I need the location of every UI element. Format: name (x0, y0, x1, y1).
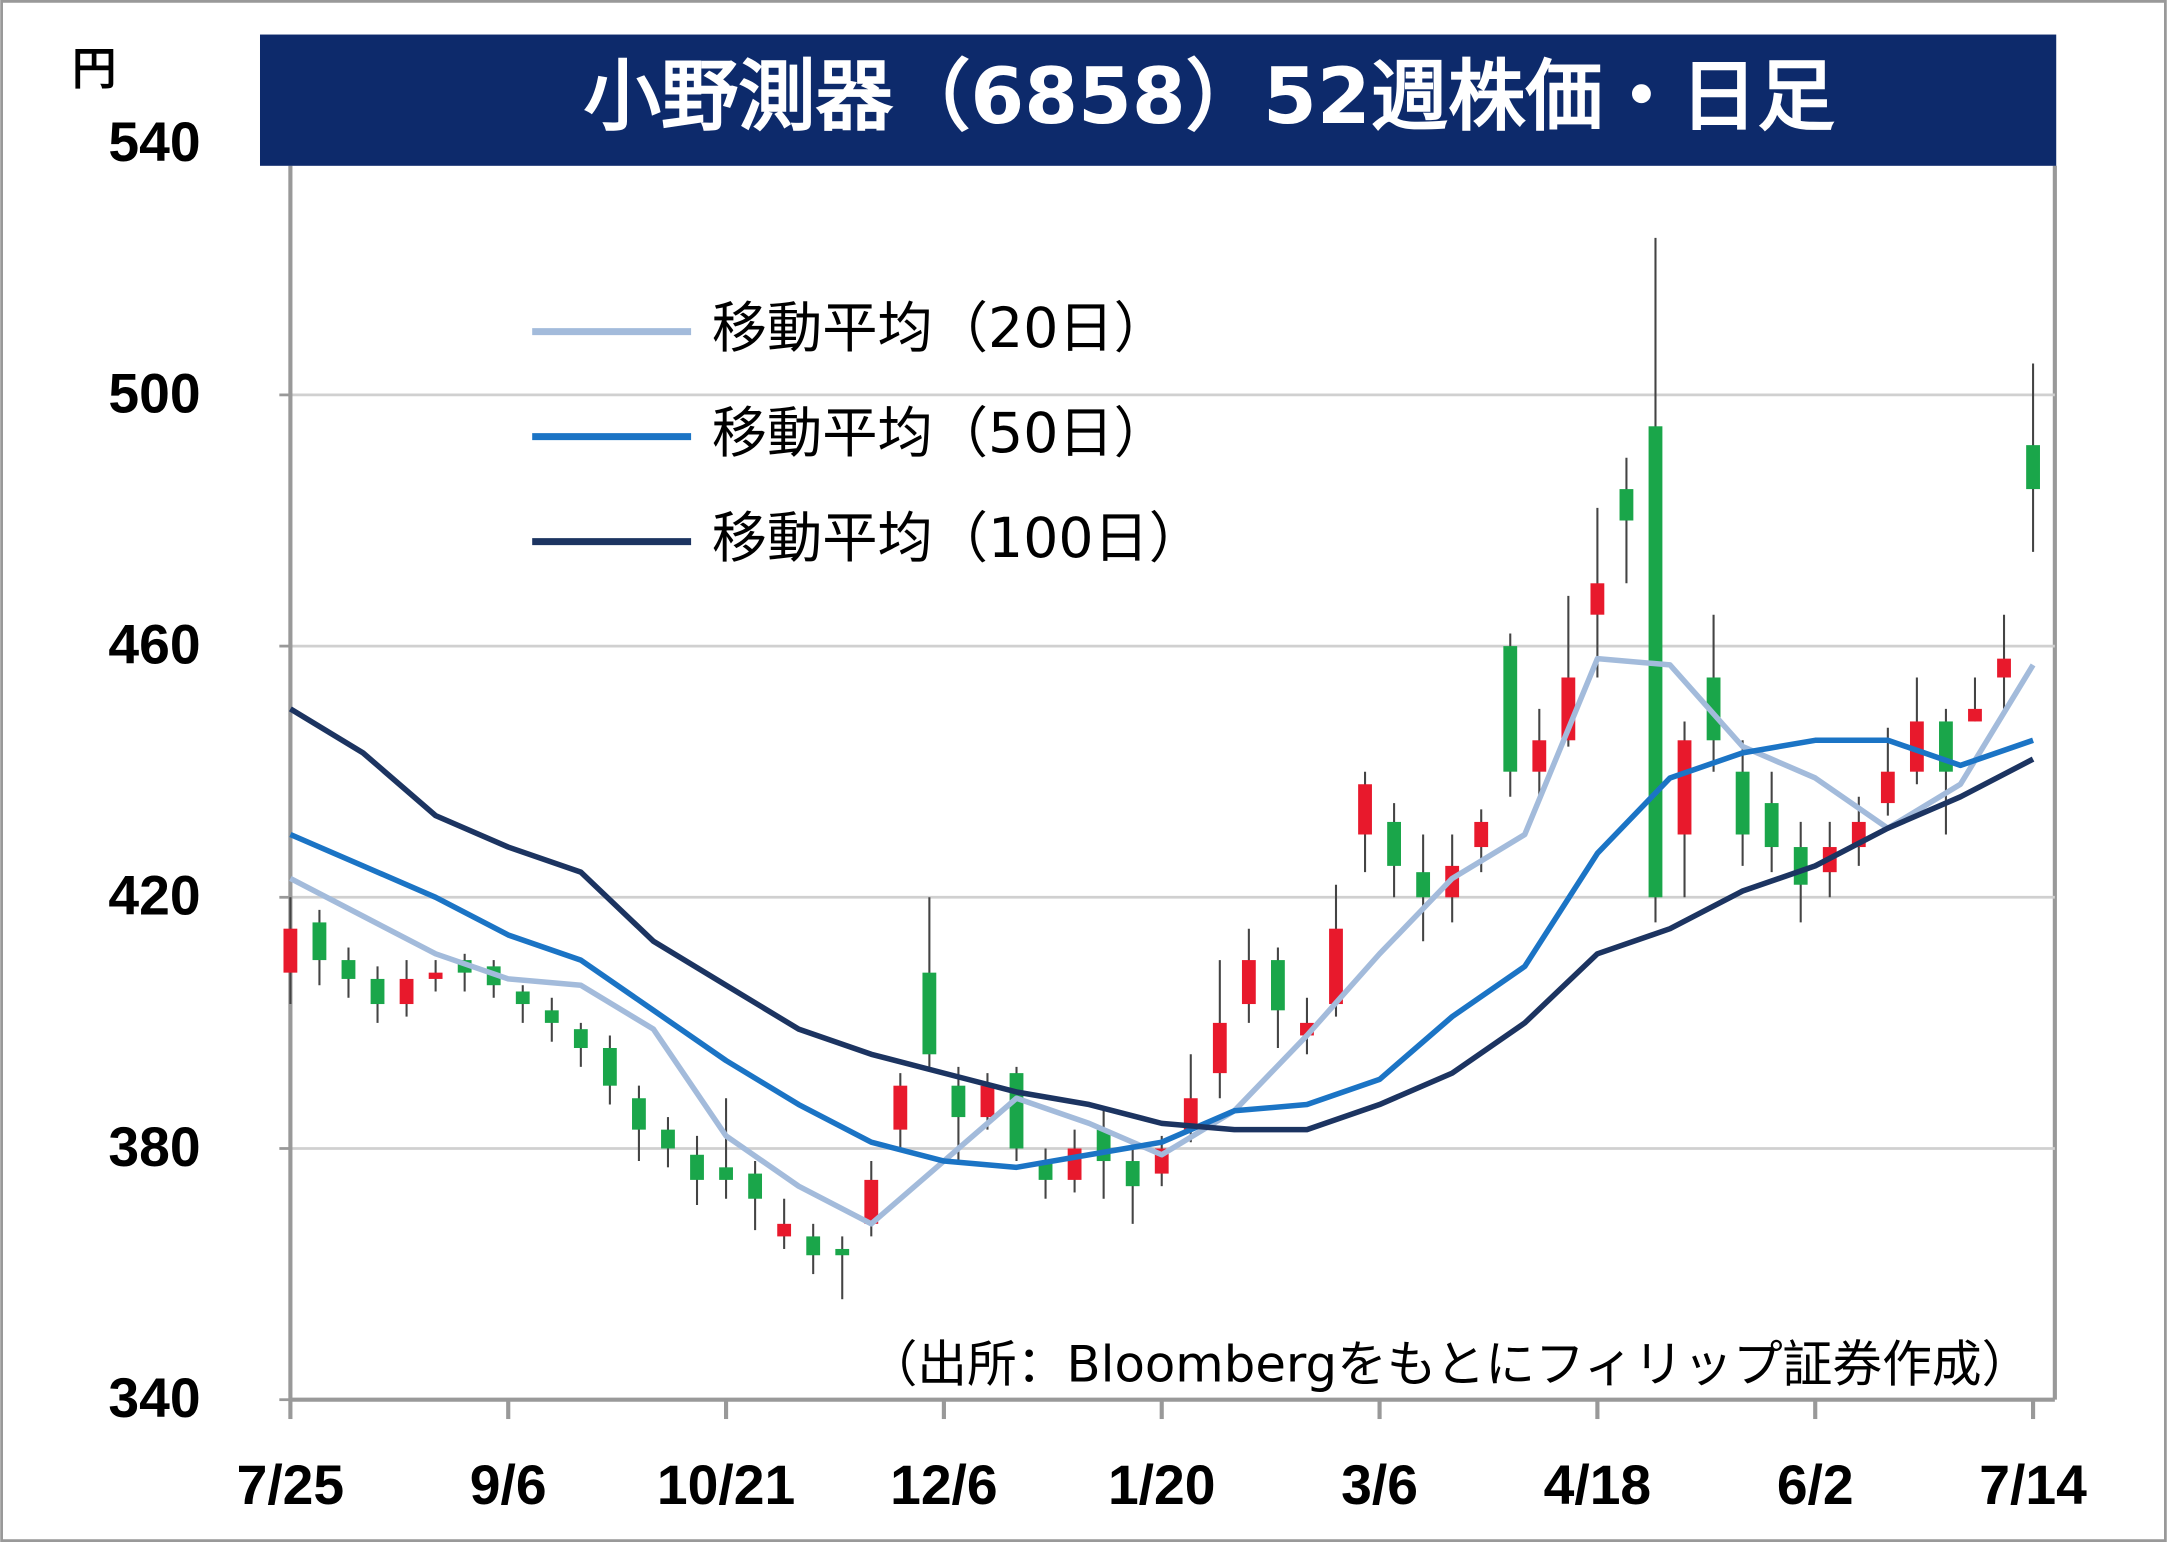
candle-body (283, 928, 298, 973)
candle-body (864, 1179, 879, 1224)
candle-body (1183, 1098, 1198, 1130)
y-tick-label: 420 (108, 865, 200, 927)
candle-body (515, 991, 530, 1005)
legend-label: 移動平均（50日） (712, 402, 1169, 466)
candle-body (777, 1223, 792, 1237)
x-tick-label: 4/18 (1544, 1454, 1652, 1516)
candle-body (748, 1173, 763, 1199)
candle-body (1880, 771, 1895, 804)
candle-body (428, 972, 443, 979)
candle-body (312, 922, 327, 961)
candle-body (370, 978, 385, 1005)
candle-body (602, 1048, 617, 1086)
candle-body (835, 1248, 850, 1256)
candle-body (1706, 677, 1721, 741)
candle-body (1241, 960, 1256, 1005)
candle-body (573, 1029, 588, 1049)
candle-body (1793, 847, 1808, 885)
x-tick-label: 12/6 (890, 1454, 998, 1516)
legend-label: 移動平均（20日） (712, 297, 1169, 361)
y-tick-label: 380 (108, 1116, 200, 1178)
y-tick-label: 500 (108, 362, 200, 424)
candle-body (719, 1167, 733, 1180)
x-tick-label: 1/20 (1108, 1454, 1216, 1516)
candle-body (951, 1085, 966, 1118)
x-tick-label: 6/2 (1777, 1454, 1854, 1516)
ma-line (288, 706, 2035, 1133)
y-tick-label: 460 (108, 613, 200, 675)
candle-body (1387, 821, 1401, 866)
candle-body (893, 1085, 908, 1130)
candle-body (1968, 708, 1982, 722)
chart-title: 小野測器（6858）52週株価・日足 (584, 52, 1835, 142)
x-tick-label: 7/25 (237, 1454, 345, 1516)
legend-label: 移動平均（100日） (712, 507, 1204, 571)
candle-body (341, 960, 356, 979)
candle-body (1067, 1148, 1082, 1180)
y-tick-label: 340 (108, 1367, 200, 1429)
candle-body (399, 978, 414, 1005)
candle-body (806, 1236, 821, 1256)
candle-body (1997, 658, 2011, 678)
candle-body (632, 1098, 646, 1130)
candle-body (1619, 489, 1634, 521)
x-tick-label: 7/14 (1979, 1454, 2087, 1516)
y-tick-label: 540 (108, 111, 200, 173)
y-unit: 円 (72, 44, 116, 95)
candle-body (1735, 771, 1750, 835)
x-tick-label: 10/21 (657, 1454, 795, 1516)
candle-body (1590, 583, 1605, 615)
candle-body (1009, 1073, 1024, 1149)
candle-body (661, 1129, 675, 1149)
ma-line (289, 655, 2036, 1227)
x-tick-label: 3/6 (1341, 1454, 1418, 1516)
candle-body (544, 1010, 559, 1023)
candle-body (1677, 740, 1692, 835)
candle-body (980, 1085, 995, 1118)
ma-line (289, 737, 2034, 1171)
candle-body (1764, 803, 1779, 848)
source-note: （出所：Bloombergをもとにフィリップ証券作成） (868, 1335, 2032, 1393)
candle-body (922, 972, 937, 1055)
candle-body (1503, 646, 1518, 772)
candle-body (1358, 784, 1372, 835)
candle-body (1532, 740, 1547, 772)
candle-body (1270, 960, 1285, 1011)
title-bar (259, 34, 2057, 166)
candle-body (690, 1154, 704, 1180)
candle-body (1474, 821, 1489, 848)
candle-body (1125, 1161, 1140, 1187)
candle-body (1416, 872, 1431, 898)
x-tick-label: 9/6 (470, 1454, 547, 1516)
candle-body (1909, 721, 1924, 772)
candle-body (1329, 928, 1343, 1005)
candle-body (1038, 1161, 1053, 1180)
candle-body (2026, 445, 2040, 490)
candle-body (1212, 1022, 1227, 1074)
